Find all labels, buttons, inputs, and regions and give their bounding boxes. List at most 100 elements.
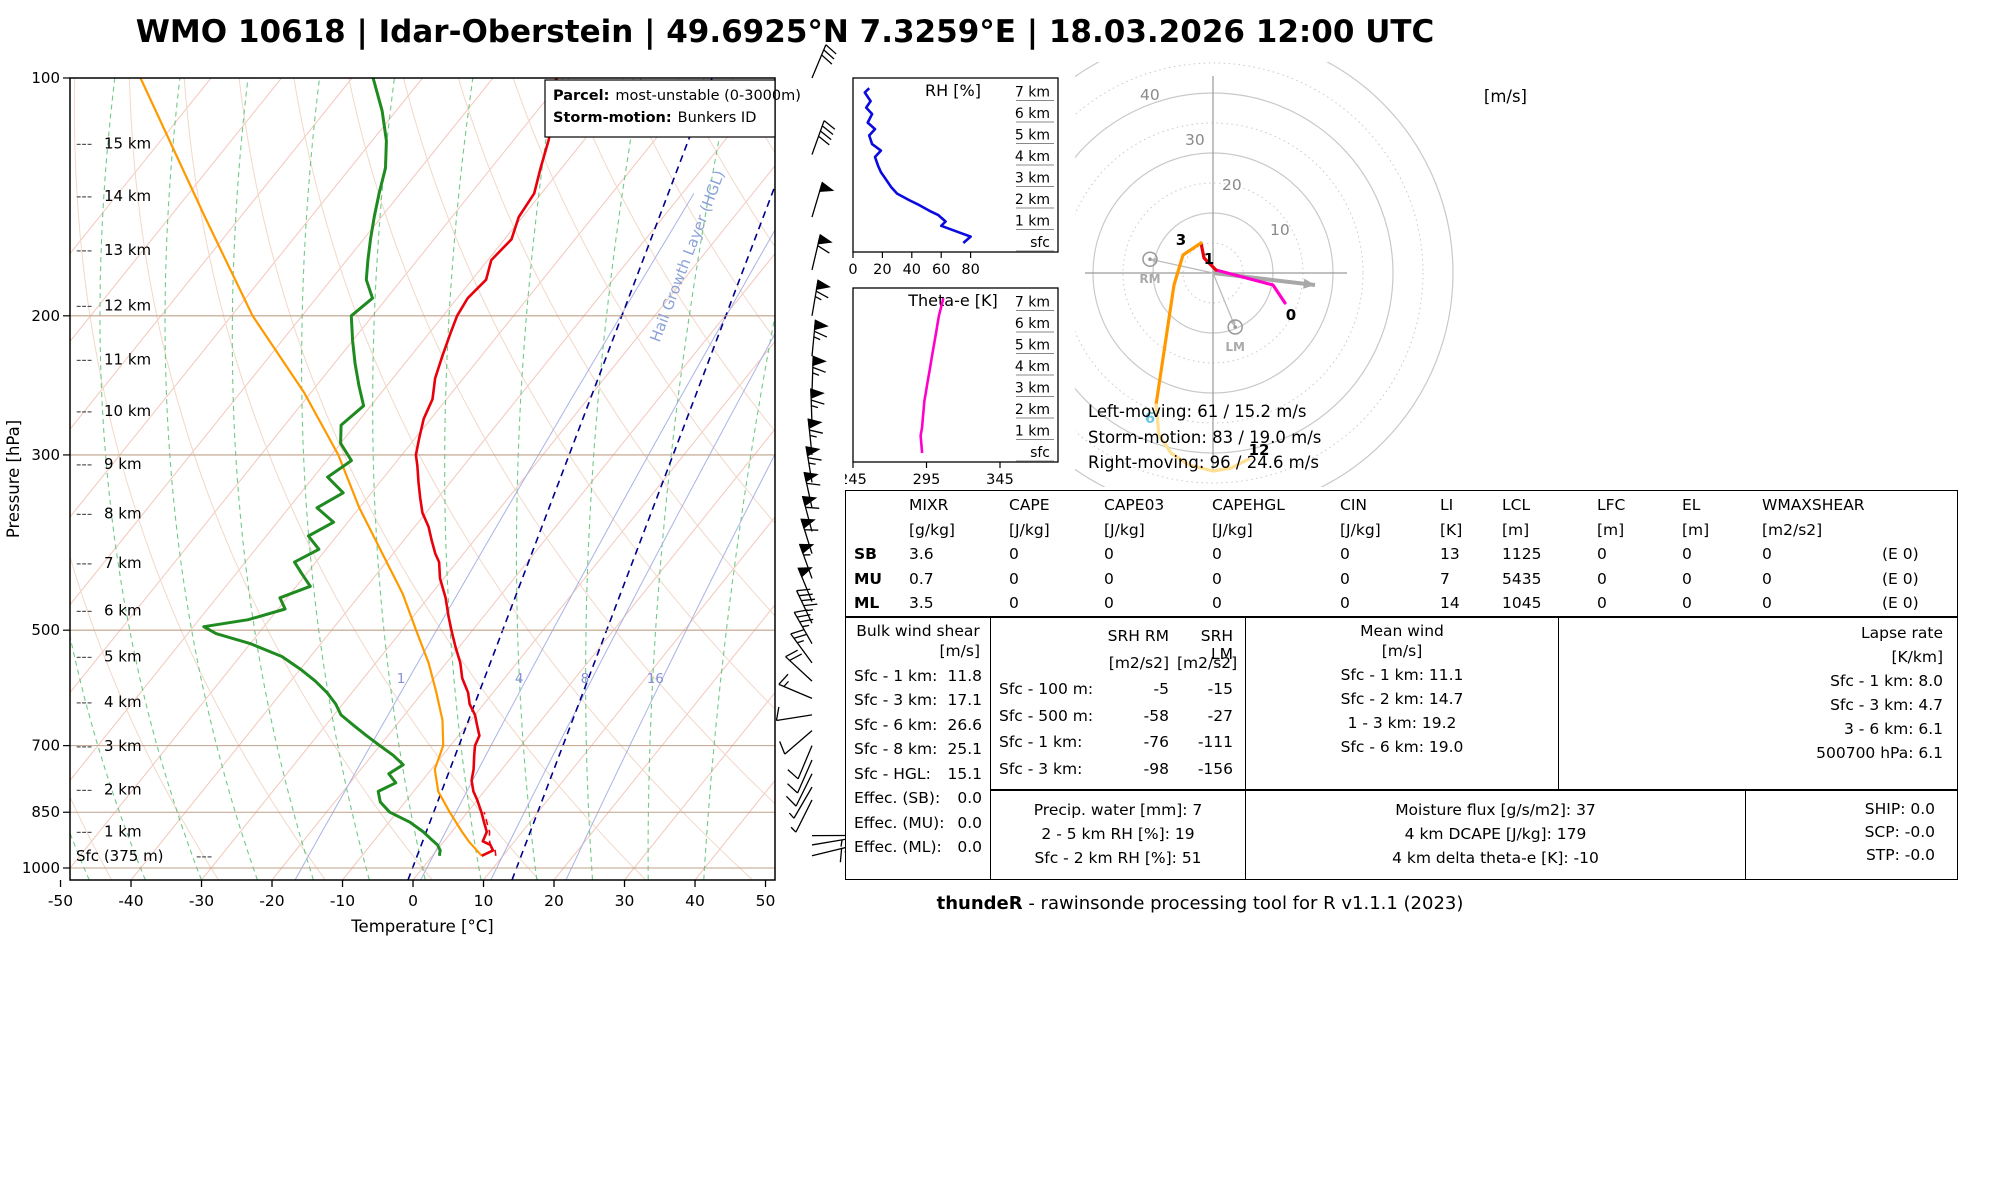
panel-title: Theta-e [K] <box>907 291 998 310</box>
marker-label: RM <box>1139 272 1160 286</box>
indices-cell: 0 <box>1762 594 1772 613</box>
height-tick-dashes: --- <box>76 350 92 368</box>
indices-cell: [m] <box>1682 520 1710 539</box>
ring-label: 20 <box>1222 176 1242 194</box>
indices-cell: MU <box>854 569 883 588</box>
indices-cell: 0 <box>1009 594 1019 613</box>
indices-cell: 7 <box>1440 569 1450 588</box>
srh-box: SRH RM SRH LM [m2/s2] [m2/s2] Sfc - 100 m: -5… <box>990 617 1246 790</box>
indices-cell: [J/kg] <box>1009 520 1050 539</box>
mixing-ratio-label: 4 <box>515 671 524 687</box>
mixing-ratio-label: 8 <box>581 671 590 687</box>
indices-cell: 0 <box>1762 569 1772 588</box>
virtual-temperature-curve <box>483 811 497 856</box>
storm-motion-marker <box>1142 251 1158 267</box>
temp-tick-label: -10 <box>330 892 355 910</box>
indices-cell: ML <box>854 594 880 613</box>
hodo-segment <box>1199 241 1218 272</box>
wind-barbs <box>775 44 845 863</box>
temp-tick-label: 0 <box>408 892 418 910</box>
right-moving-text: Right-moving: 96 / 24.6 m/s <box>1088 453 1319 472</box>
hgl-label: Hail Growth Layer (HGL) <box>646 168 728 345</box>
mean-wind-box: Mean wind [m/s] Sfc - 1 km: 11.1 Sfc - 2 km… <box>1245 617 1559 790</box>
indices-cell: [J/kg] <box>1340 520 1381 539</box>
height-tick-dashes: --- <box>76 505 92 523</box>
height-label: 6 km <box>104 601 142 619</box>
tick-label: 40 <box>903 262 921 275</box>
indices-cell: 0 <box>1597 594 1607 613</box>
hodo-units-label: [m/s] <box>1484 87 1527 106</box>
height-side-label: 5 km <box>1015 128 1050 144</box>
mixing-ratio-line <box>420 229 775 880</box>
height-label: 12 km <box>104 296 151 314</box>
pressure-tick-label: 700 <box>31 737 60 755</box>
hodo-segment <box>1214 268 1287 305</box>
legend-box <box>544 79 776 138</box>
rh-profile-curve <box>863 87 972 244</box>
indices-cell: MIXR <box>909 496 949 515</box>
temp-tick-label: 20 <box>544 892 564 910</box>
indices-cell: [J/kg] <box>1212 520 1253 539</box>
height-label: 5 km <box>104 648 142 666</box>
height-label: 1 km <box>104 822 142 840</box>
composite-indices-box: SHIP: 0.0 SCP: -0.0 STP: -0.0 <box>1745 790 1958 880</box>
indices-cell: 5435 <box>1502 569 1542 588</box>
storm-motion-value-text: Storm-motion: 83 / 19.0 m/s <box>1088 427 1322 447</box>
height-tick-dashes: --- <box>76 737 92 755</box>
height-tick-dashes: --- <box>76 822 92 840</box>
indices-cell: 0 <box>1009 569 1019 588</box>
tick-label: 345 <box>986 472 1014 485</box>
skewt-background <box>70 78 775 880</box>
indices-cell: 0.7 <box>909 569 934 588</box>
indices-cell: 0 <box>1340 569 1350 588</box>
indices-cell: [J/kg] <box>1104 520 1145 539</box>
height-label: 9 km <box>104 455 142 473</box>
height-label: 15 km <box>104 134 151 152</box>
ring-label: 10 <box>1270 221 1290 239</box>
panel-title: RH [%] <box>925 81 981 100</box>
surface-tick-dashes: --- <box>196 847 212 865</box>
footer: thundeR - rawinsonde processing tool for… <box>640 893 1760 914</box>
indices-cell: SB <box>854 545 877 564</box>
dewpoint-curve <box>202 78 442 857</box>
height-side-label: 2 km <box>1015 192 1050 208</box>
hgl-line <box>511 185 775 880</box>
indices-cell: [g/kg] <box>909 520 955 539</box>
indices-cell: 0 <box>1762 545 1772 564</box>
pressure-tick-label: 100 <box>31 69 60 87</box>
indices-cell: 1125 <box>1502 545 1542 564</box>
indices-cell: 13 <box>1440 545 1460 564</box>
tick-label: 20 <box>873 262 891 275</box>
tick-label: 295 <box>913 472 941 485</box>
thetae-panel: 245 295 345 7 km 6 km 5 km 4 km 3 km 2 km 1 km sfc… <box>845 287 1059 485</box>
indices-cell: WMAXSHEAR <box>1762 496 1865 515</box>
mixing-ratio-label: 16 <box>647 671 664 687</box>
tick-label: 60 <box>932 262 950 275</box>
height-tick-dashes: --- <box>76 187 92 205</box>
height-side-label: 4 km <box>1015 359 1050 375</box>
surface-label: Sfc (375 m) <box>76 847 164 865</box>
height-side-label: 4 km <box>1015 149 1050 165</box>
indices-cell: 0 <box>1104 594 1114 613</box>
height-label: 8 km <box>104 505 142 523</box>
height-side-label: sfc <box>1030 445 1050 461</box>
indices-cell: LFC <box>1597 496 1626 515</box>
height-tick-dashes: --- <box>76 693 92 711</box>
marker-label: LM <box>1225 340 1245 354</box>
temp-tick-label: 50 <box>756 892 776 910</box>
indices-cell: (E 0) <box>1882 569 1919 588</box>
moisture-flux-box: Moisture flux [g/s/m2]: 37 4 km DCAPE [J/… <box>1245 790 1746 880</box>
indices-cell: 0 <box>1340 545 1350 564</box>
pressure-tick-label: 300 <box>31 446 60 464</box>
hodo-height-label: 6 <box>1145 409 1155 427</box>
height-side-label: 1 km <box>1015 424 1050 440</box>
parcel-curve <box>139 78 483 857</box>
indices-cell: 14 <box>1440 594 1460 613</box>
indices-cell: 1045 <box>1502 594 1542 613</box>
indices-cell: CIN <box>1340 496 1367 515</box>
hodo-ring <box>1075 62 1454 487</box>
indices-cell: CAPE03 <box>1104 496 1165 515</box>
lapse-rate-box: Lapse rate [K/km] Sfc - 1 km: 8.0 Sfc - 3 k… <box>1558 617 1958 790</box>
height-side-label: 5 km <box>1015 338 1050 354</box>
